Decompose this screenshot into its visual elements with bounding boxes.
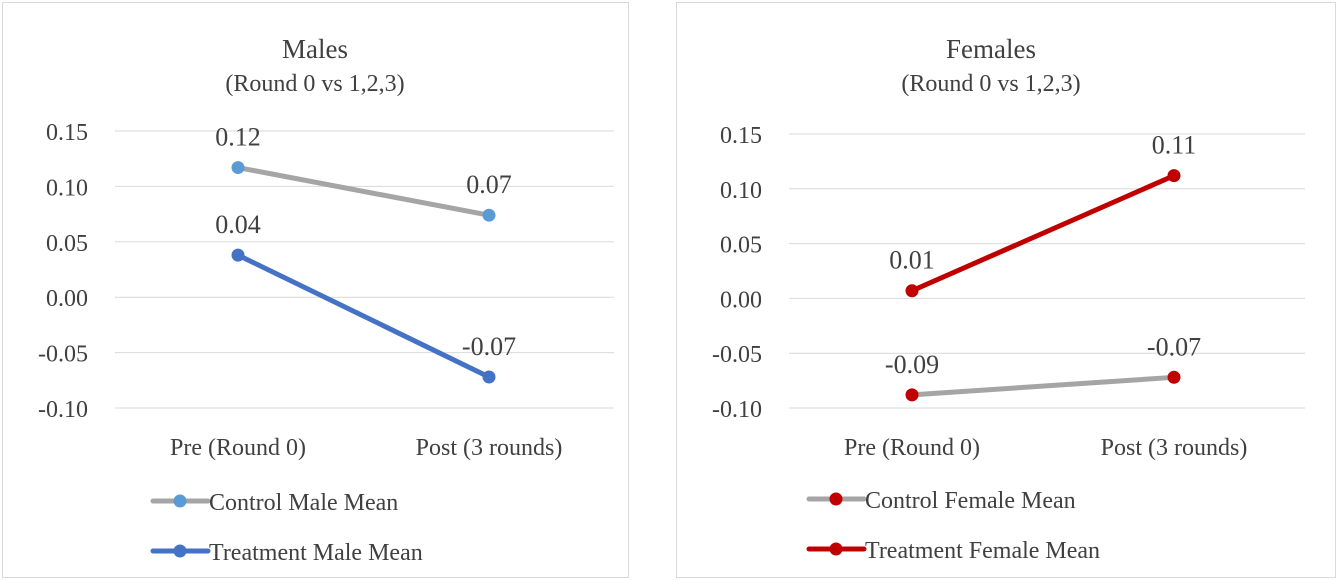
females-chart-title: Females (946, 34, 1036, 64)
males-chart-subtitle: (Round 0 vs 1,2,3) (225, 71, 404, 97)
females-data-point (905, 388, 919, 402)
legend-marker-0 (173, 494, 187, 508)
x-tick-label: Pre (Round 0) (844, 435, 980, 461)
y-tick-label: 0.10 (46, 175, 88, 201)
females-data-point (1167, 370, 1181, 384)
females-series-line-1 (909, 173, 1177, 294)
males-data-point (231, 161, 245, 175)
males-chart-panel: Males (Round 0 vs 1,2,3) 0.15 0.10 0.05 0.00 -… (2, 2, 629, 578)
females-chart-subtitle: (Round 0 vs 1,2,3) (901, 71, 1080, 97)
females-chart: Females (Round 0 vs 1,2,3) 0.15 0.10 0.05 0.0… (712, 34, 1305, 564)
females-chart-panel: Females (Round 0 vs 1,2,3) 0.15 0.10 0.05 0.0… (676, 2, 1336, 578)
males-data-point (482, 370, 496, 384)
males-chart: Males (Round 0 vs 1,2,3) 0.15 0.10 0.05 0.00 -… (38, 34, 614, 566)
data-label: 0.12 (215, 123, 261, 152)
males-chart-title: Males (282, 34, 348, 64)
females-data-point (905, 284, 919, 298)
y-tick-label: 0.10 (720, 178, 762, 204)
y-tick-label: -0.05 (38, 342, 88, 368)
x-tick-label: Post (3 rounds) (1101, 435, 1248, 461)
legend-label: Treatment Female Mean (865, 538, 1100, 564)
legend-label: Control Female Mean (865, 488, 1076, 514)
females-data-point (1167, 169, 1181, 183)
y-tick-label: 0.15 (720, 123, 762, 149)
y-tick-label: 0.15 (46, 120, 88, 146)
males-data-point (482, 208, 496, 222)
data-label: -0.09 (885, 350, 939, 379)
y-tick-label: -0.05 (712, 342, 762, 368)
y-tick-label: -0.10 (38, 397, 88, 423)
data-label: 0.04 (215, 210, 261, 239)
legend-label: Treatment Male Mean (209, 540, 423, 566)
x-tick-label: Post (3 rounds) (416, 435, 563, 461)
males-series-line-1 (235, 252, 492, 380)
y-tick-label: 0.05 (720, 233, 762, 259)
legend-marker-0 (829, 492, 843, 506)
data-label: 0.07 (466, 170, 512, 199)
y-tick-label: 0.05 (46, 231, 88, 257)
legend-label: Control Male Mean (209, 490, 398, 516)
x-tick-label: Pre (Round 0) (170, 435, 306, 461)
males-data-point (231, 248, 245, 262)
y-tick-label: 0.00 (720, 287, 762, 313)
legend-marker-1 (829, 542, 843, 556)
males-series-line-0 (235, 165, 492, 218)
y-tick-label: -0.10 (712, 397, 762, 423)
data-label: 0.11 (1152, 131, 1197, 160)
data-label: 0.01 (889, 246, 935, 275)
legend-marker-1 (173, 544, 187, 558)
y-tick-label: 0.00 (46, 286, 88, 312)
data-label: -0.07 (462, 332, 516, 361)
females-series-line-0 (909, 374, 1177, 398)
data-label: -0.07 (1147, 332, 1201, 361)
